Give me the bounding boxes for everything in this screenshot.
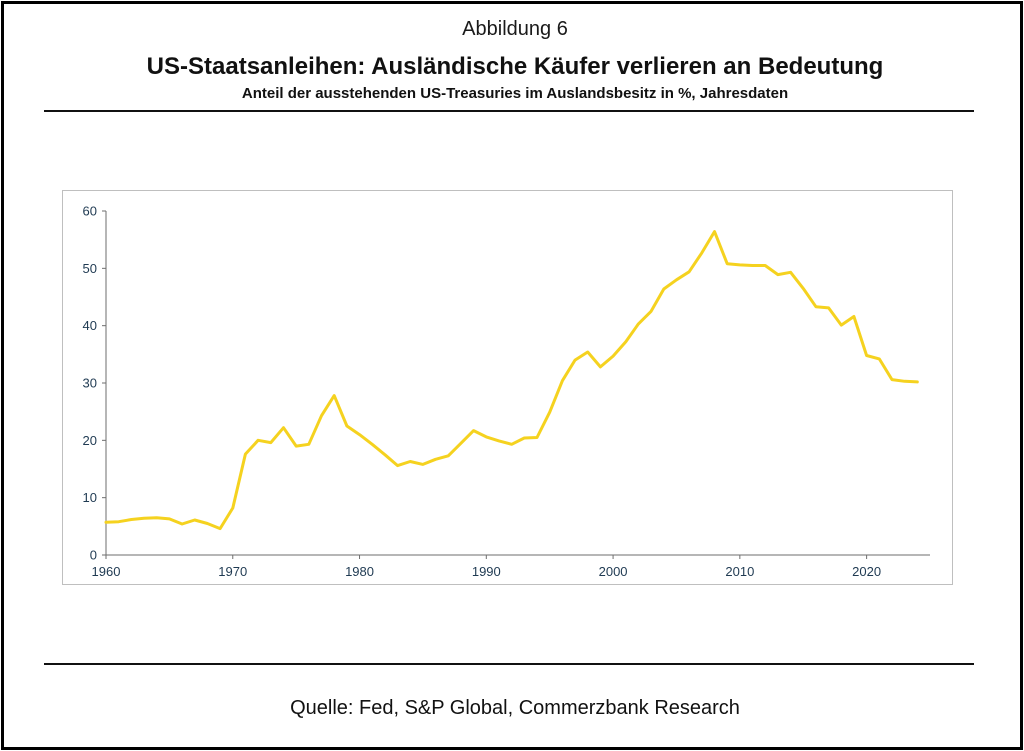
x-tick-label: 2020 [852, 564, 881, 579]
line-chart: 0 10 20 30 40 50 60 1960 1970 1980 1990 2000 2010 202… [83, 204, 930, 579]
y-tick-label: 20 [83, 433, 97, 448]
chart-subtitle: Anteil der ausstehenden US-Treasuries im… [241, 85, 789, 102]
x-tick-label: 1970 [218, 564, 247, 579]
source-note: Quelle: Fed, S&P Global, Commerzbank Res… [290, 697, 740, 719]
x-tick-label: 2010 [725, 564, 754, 579]
series-line [104, 230, 919, 531]
bottom-divider [44, 663, 974, 665]
chart-area: 0 10 20 30 40 50 60 1960 1970 1980 1990 2000 2010 202… [62, 190, 953, 585]
y-tick-label: 40 [83, 318, 97, 333]
figure-label: Abbildung 6 [462, 18, 568, 40]
top-divider [44, 110, 974, 112]
y-tick-label: 50 [83, 261, 97, 276]
x-tick-label: 1960 [92, 564, 121, 579]
y-tick-label: 0 [90, 548, 97, 563]
x-tick-label: 1980 [345, 564, 374, 579]
y-tick-label: 30 [83, 376, 97, 391]
x-tick-label: 1990 [472, 564, 501, 579]
chart-title: US-Staatsanleihen: Ausländische Käufer v… [146, 53, 884, 80]
y-tick-label: 10 [83, 490, 97, 505]
y-tick-label: 60 [83, 204, 97, 219]
x-tick-label: 2000 [599, 564, 628, 579]
